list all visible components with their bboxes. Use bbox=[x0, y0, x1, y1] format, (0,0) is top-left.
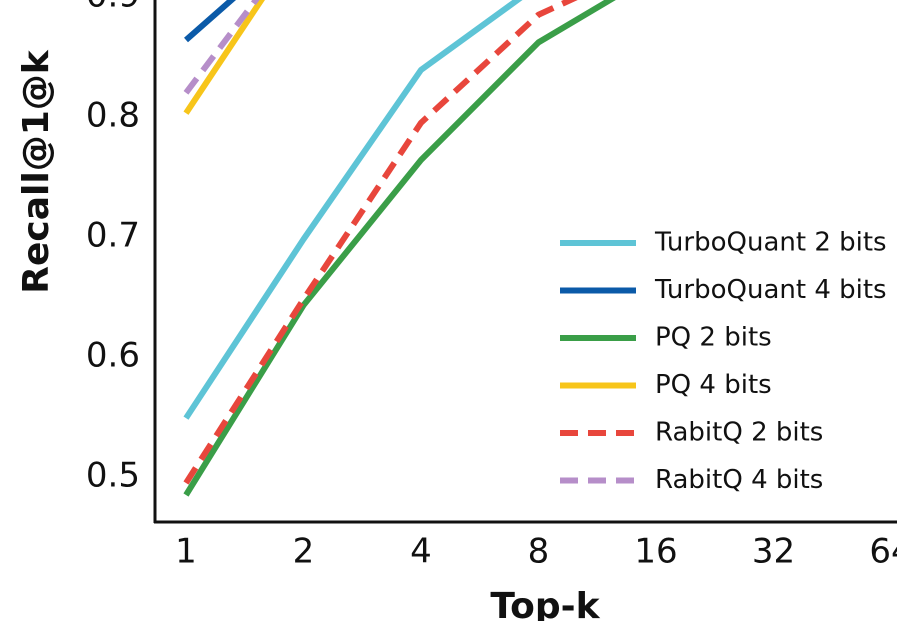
x-axis-title: Top-k bbox=[490, 586, 600, 621]
series-line bbox=[183, 0, 616, 497]
legend-label: PQ 2 bits bbox=[655, 323, 772, 353]
series-line bbox=[184, 0, 237, 43]
legend-label: RabitQ 2 bits bbox=[655, 418, 823, 448]
y-tick-label: 0.8 bbox=[86, 95, 140, 135]
x-tick-label: 32 bbox=[752, 532, 795, 572]
x-tick-label: 1 bbox=[175, 532, 197, 572]
y-tick-label: 0.5 bbox=[86, 455, 140, 495]
series-line bbox=[183, 0, 578, 485]
legend-label: TurboQuant 2 bits bbox=[654, 228, 887, 258]
x-tick-label: 2 bbox=[293, 532, 315, 572]
x-tick-label: 8 bbox=[528, 532, 550, 572]
x-tick-label: 16 bbox=[634, 532, 677, 572]
legend-label: TurboQuant 4 bits bbox=[654, 275, 887, 305]
y-tick-label: 0.6 bbox=[86, 335, 140, 375]
legend-label: PQ 4 bits bbox=[655, 370, 772, 400]
x-tick-label: 64 bbox=[869, 532, 897, 572]
x-tick-label: 4 bbox=[410, 532, 432, 572]
y-axis-title: Recall@1@k bbox=[16, 49, 57, 293]
series-line bbox=[183, 0, 523, 420]
legend-label: RabitQ 4 bits bbox=[655, 465, 823, 495]
y-tick-label: 0.7 bbox=[86, 215, 140, 255]
y-tick-label: 0.9 bbox=[86, 0, 140, 15]
